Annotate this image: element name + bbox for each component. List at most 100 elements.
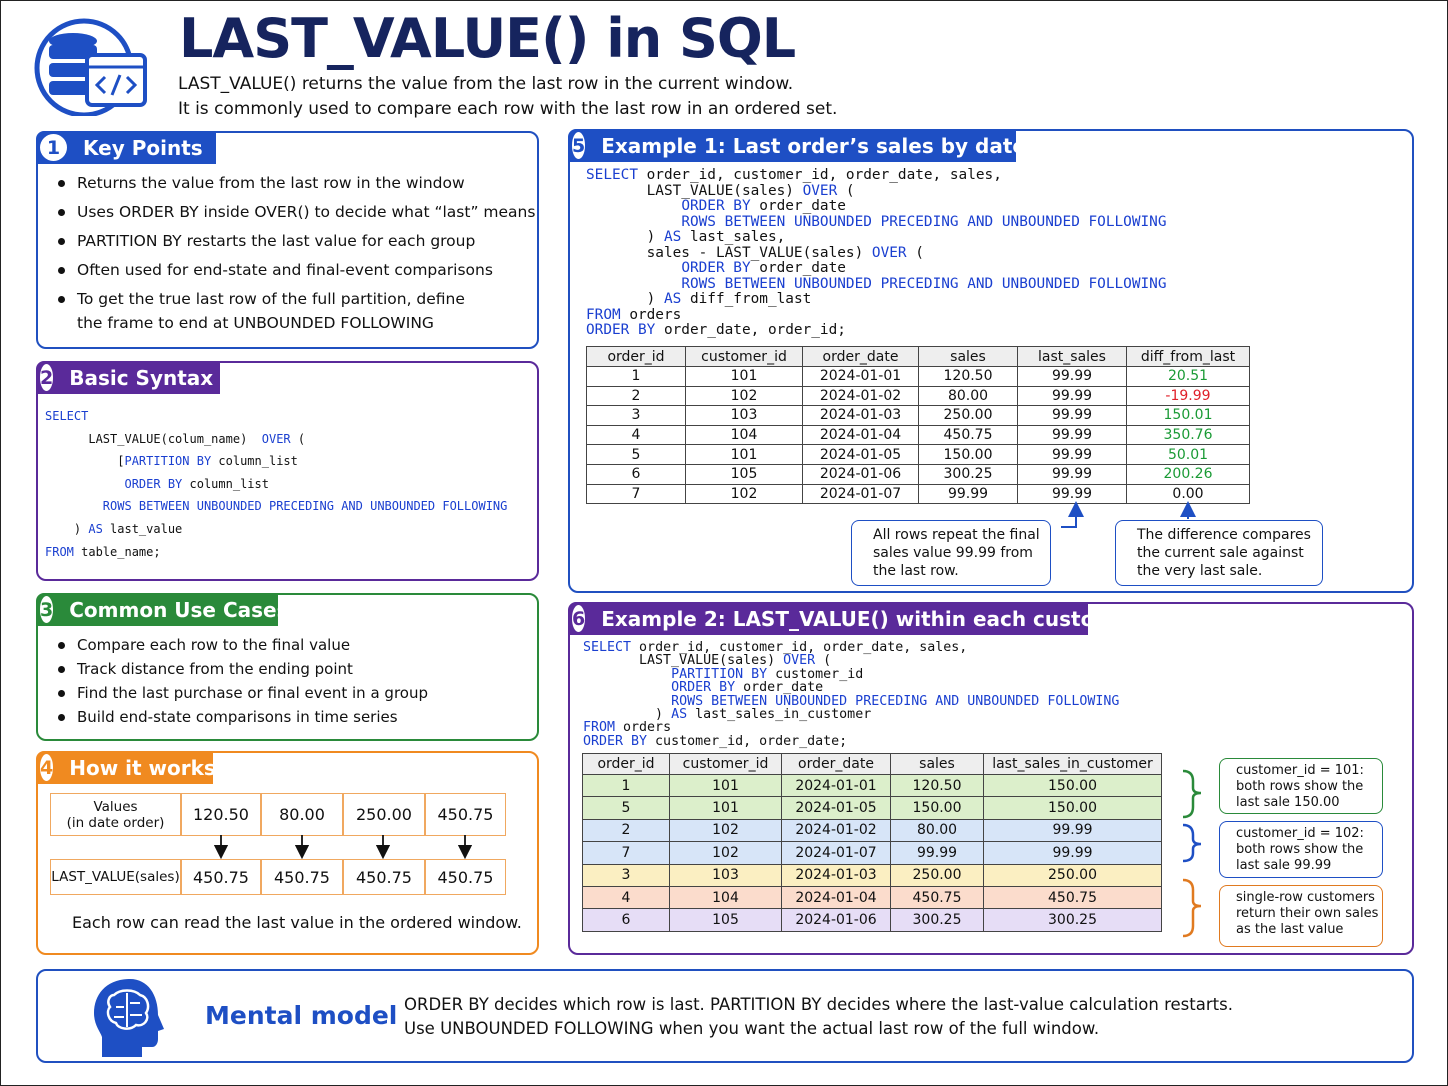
table-cell: 350.76 xyxy=(1126,424,1250,446)
sql-keyword: ORDER BY xyxy=(586,322,656,338)
sql-text xyxy=(586,276,681,292)
callout: All rows repeat the final sales value 99… xyxy=(851,520,1051,586)
header-cell: diff_from_last xyxy=(1126,346,1250,367)
mental-model-line: Use UNBOUNDED FOLLOWING when you want th… xyxy=(404,1019,1100,1038)
sql-text: order_date xyxy=(750,260,846,276)
panel-mental-model: Mental model ORDER BY decides which row … xyxy=(36,969,1414,1063)
sql-keyword: OVER xyxy=(261,431,291,446)
sql-text: [ xyxy=(45,454,125,469)
table-cell: 101 xyxy=(685,366,803,387)
sql-keyword: FROM xyxy=(586,306,621,323)
code-line: [PARTITION BY column_list xyxy=(45,450,298,473)
mental-model-line: ORDER BY decides which row is last. PART… xyxy=(404,995,1233,1014)
table-cell: 250.00 xyxy=(890,863,984,887)
table-cell: 99.99 xyxy=(1017,444,1127,465)
sql-text xyxy=(586,214,681,230)
table-row: 7 102 2024-01-07 99.99 99.99 xyxy=(582,841,1162,865)
sql-keyword: SELECT xyxy=(586,167,638,183)
code-line: ORDER BY order_date xyxy=(586,260,846,277)
code-line: ROWS BETWEEN UNBOUNDED PRECEDING AND UNB… xyxy=(45,495,508,518)
sql-text: order_date xyxy=(750,198,846,214)
table-row: 2 102 2024-01-02 80.00 99.99 -19.99 xyxy=(586,385,1250,407)
code-line: ROWS BETWEEN UNBOUNDED PRECEDING AND UNB… xyxy=(586,276,1166,293)
value-cell: 450.75 xyxy=(343,859,425,895)
table-cell: 150.01 xyxy=(1126,405,1250,426)
code-line: LAST_VALUE(sales) OVER ( xyxy=(586,182,855,200)
table-cell: 104 xyxy=(669,885,782,910)
sql-text: ( xyxy=(837,182,855,199)
tab: 4 How it works xyxy=(36,751,216,784)
table-row: 4 104 2024-01-04 450.75 450.75 xyxy=(582,885,1162,910)
table-cell: 2024-01-04 xyxy=(781,885,891,910)
bullet-item: To get the true last row of the full par… xyxy=(58,287,465,335)
sql-text: customer_id xyxy=(767,666,864,682)
code-line: ) AS last_sales_in_customer xyxy=(583,708,871,721)
table-cell: 2024-01-01 xyxy=(802,366,919,387)
sql-text: ( xyxy=(290,431,306,446)
table-cell: 250.00 xyxy=(918,405,1018,426)
code-line: ) AS last_sales, xyxy=(586,229,786,246)
sql-text: diff_from_last xyxy=(681,291,812,307)
section-title: Example 1: Last order’s sales by date xyxy=(601,133,1026,158)
table-cell: 102 xyxy=(685,385,803,407)
sql-text: orders xyxy=(620,306,682,323)
header-row: order_id customer_id order_date sales last_s… xyxy=(586,346,1250,367)
table-cell: 103 xyxy=(669,863,782,887)
code-line: ORDER BY order_date xyxy=(586,198,846,215)
tab: 5 Example 1: Last order’s sales by date xyxy=(568,129,1026,162)
table-cell: 120.50 xyxy=(890,773,984,798)
section-title: How it works xyxy=(69,755,216,780)
callout: customer_id = 102: both rows show the la… xyxy=(1219,821,1383,878)
table-cell: 0.00 xyxy=(1126,483,1250,505)
sql-keyword: OVER xyxy=(802,182,838,199)
sql-keyword: AS xyxy=(671,707,688,722)
section-number: 6 xyxy=(572,605,586,632)
code-line: ORDER BY order_date, order_id; xyxy=(586,322,846,339)
table-cell: 150.00 xyxy=(983,796,1162,820)
code-line: ORDER BY order_date xyxy=(583,681,823,694)
table-cell: 105 xyxy=(685,463,803,485)
sql-keyword: PARTITION BY xyxy=(124,454,212,469)
bullet-item: Uses ORDER BY inside OVER() to decide wh… xyxy=(57,200,535,224)
sql-keyword: SELECT xyxy=(583,640,632,655)
table-cell: 101 xyxy=(669,773,782,798)
bullet-item: Track distance from the ending point xyxy=(58,657,353,681)
table-cell: 1 xyxy=(582,773,670,798)
section-number: 4 xyxy=(40,754,54,781)
panel-how-it-works: 4 How it works Values (in date order) LAS… xyxy=(36,751,539,955)
row-label: LAST_VALUE(sales) xyxy=(50,859,181,895)
table-cell: 20.51 xyxy=(1126,366,1250,387)
section-number: 1 xyxy=(40,134,67,161)
section-title: Key Points xyxy=(83,135,203,160)
table-cell: 2024-01-04 xyxy=(802,424,919,446)
sql-text: column_list xyxy=(182,476,269,491)
value-cell: 450.75 xyxy=(181,859,261,895)
table-row: 3 103 2024-01-03 250.00 250.00 xyxy=(582,863,1162,887)
table-cell: 99.99 xyxy=(983,818,1162,843)
table-cell: 4 xyxy=(586,424,686,446)
panel-example-2: 6 Example 2: LAST_VALUE() within each cus… xyxy=(568,602,1414,955)
sql-keyword: AS xyxy=(663,291,682,307)
sql-keyword: AS xyxy=(88,522,103,536)
code-line: SELECT order_id, customer_id, order_date… xyxy=(583,641,967,654)
sql-text: orders xyxy=(615,720,672,736)
table-row: 6 105 2024-01-06 300.25 99.99 200.26 xyxy=(586,463,1250,485)
table-row: 5 101 2024-01-05 150.00 150.00 xyxy=(582,796,1162,820)
table-cell: 7 xyxy=(586,483,686,505)
table-cell: 4 xyxy=(582,885,670,910)
bullet-item: Returns the value from the last row in t… xyxy=(58,171,465,195)
tab: 1 Key Points xyxy=(36,131,216,164)
sql-keyword: OVER xyxy=(783,653,816,669)
table-cell: 2024-01-06 xyxy=(781,908,891,932)
panel-key-points: 1 Key Points Returns the value from the l… xyxy=(36,131,539,349)
sql-keyword: ORDER BY xyxy=(681,260,751,276)
header-cell: sales xyxy=(918,346,1018,367)
sql-text: order_date xyxy=(735,680,824,696)
sql-text xyxy=(45,477,124,491)
sql-text: order_id, customer_id, order_date, sales… xyxy=(631,640,968,655)
table-row: 3 103 2024-01-03 250.00 99.99 150.01 xyxy=(586,405,1250,426)
bullet-item: Often used for end-state and final-event… xyxy=(58,258,493,282)
sql-text: last_sales, xyxy=(681,229,786,245)
table-cell: 102 xyxy=(669,818,782,843)
table-cell: 2024-01-06 xyxy=(802,463,919,485)
